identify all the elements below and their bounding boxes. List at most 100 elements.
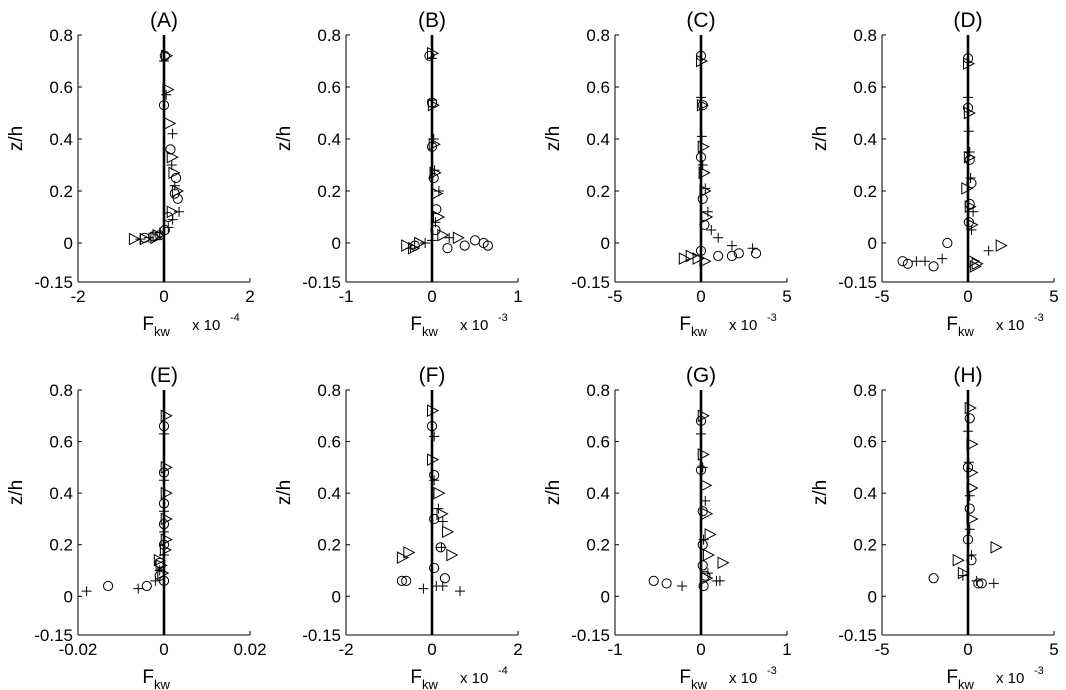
plus-marker <box>150 575 161 586</box>
x-tick-label: 1 <box>513 287 522 306</box>
x-tick-label: 5 <box>782 287 791 306</box>
triangle-marker <box>160 533 173 546</box>
triangle-marker <box>160 486 173 500</box>
triangle-marker <box>433 210 446 224</box>
y-tick-label: -0.15 <box>571 626 610 645</box>
plus-marker <box>437 581 448 591</box>
x-tick-label: -0.02 <box>59 640 98 659</box>
y-axis-label: z/h <box>543 126 564 151</box>
triangle-marker <box>964 401 977 415</box>
x-tick-label: 2 <box>245 287 254 306</box>
y-axis-label: z/h <box>6 126 27 151</box>
circle-marker <box>699 219 710 230</box>
circle-marker <box>697 193 708 204</box>
circle-marker <box>428 172 439 184</box>
circle-marker <box>750 248 762 259</box>
triangle-marker <box>717 556 730 570</box>
x-tick-label: 0 <box>427 287 436 306</box>
plus-marker <box>430 217 441 228</box>
triangle-marker <box>155 559 168 572</box>
y-axis-label: z/h <box>274 126 295 151</box>
triangle-marker <box>442 525 455 539</box>
panel-title: (E) <box>150 364 178 387</box>
y-tick-label: 0 <box>868 587 877 606</box>
y-axis-label: z/h <box>810 126 831 151</box>
plus-marker <box>433 503 444 514</box>
triangle-marker <box>160 512 173 526</box>
circle-marker <box>902 258 913 269</box>
plus-marker <box>429 475 440 486</box>
y-tick-label: 0 <box>64 234 73 253</box>
plus-marker <box>963 426 973 437</box>
triangle-marker <box>162 83 175 96</box>
y-tick-label: 0.4 <box>853 130 877 149</box>
triangle-marker <box>161 49 174 63</box>
triangle-marker <box>160 409 173 423</box>
x-tick-label: -5 <box>874 640 889 659</box>
plus-marker <box>677 581 688 591</box>
triangle-marker <box>166 150 179 164</box>
y-tick-label: 0.8 <box>853 381 877 400</box>
x-tick-label: 0 <box>427 640 436 659</box>
circle-marker <box>439 573 450 584</box>
panel-title: (H) <box>953 364 982 387</box>
triangle-marker <box>168 166 181 180</box>
circle-marker <box>103 580 114 592</box>
circle-marker <box>698 580 709 592</box>
circle-marker <box>158 100 170 111</box>
triangle-marker <box>436 507 449 521</box>
y-tick-label: -0.15 <box>838 273 877 292</box>
x-axis-label-subscript: kw <box>154 324 171 339</box>
x-tick-label: 0.02 <box>233 640 266 659</box>
y-axis-label: z/h <box>6 480 27 505</box>
x-tick-label: -1 <box>338 287 353 306</box>
plus-marker <box>965 173 976 183</box>
plus-marker <box>698 534 709 545</box>
triangle-marker <box>698 166 711 180</box>
circle-marker <box>733 248 744 259</box>
plus-marker <box>983 245 994 256</box>
plus-marker <box>428 134 439 144</box>
circle-marker <box>426 421 438 432</box>
axis-multiplier: x 10 <box>996 670 1024 687</box>
y-tick-label: 0.8 <box>49 381 73 400</box>
x-tick-label: -2 <box>338 640 353 659</box>
panel-title: (B) <box>418 9 446 32</box>
triangle-marker <box>431 187 444 200</box>
plus-marker <box>964 490 975 501</box>
plus-marker <box>427 53 437 64</box>
triangle-marker <box>171 184 184 198</box>
axis-multiplier-exponent: -4 <box>230 312 240 324</box>
triangle-marker <box>966 218 979 232</box>
circle-marker <box>401 575 412 586</box>
y-tick-label: 0.6 <box>317 433 341 452</box>
triangle-marker <box>995 239 1008 252</box>
x-axis-label-subscript: kw <box>154 677 171 690</box>
plus-marker <box>159 550 169 561</box>
plus-marker <box>964 524 975 535</box>
triangle-marker <box>704 528 717 541</box>
axis-multiplier-exponent: -3 <box>1034 665 1044 677</box>
plus-marker <box>81 586 92 597</box>
triangle-marker <box>403 546 416 559</box>
plus-marker <box>963 92 973 103</box>
y-tick-label: 0.6 <box>49 433 73 452</box>
plus-marker <box>161 89 172 100</box>
plus-marker <box>167 128 178 139</box>
panel-title: (G) <box>686 364 716 387</box>
x-axis-label-subscript: kw <box>958 677 975 690</box>
axis-multiplier-exponent: -3 <box>1034 312 1044 324</box>
axis-multiplier: x 10 <box>460 317 488 334</box>
y-tick-label: 0.2 <box>317 536 341 555</box>
y-tick-label: 0.6 <box>853 433 877 452</box>
circle-marker <box>973 578 984 589</box>
y-tick-label: 0.8 <box>317 26 341 45</box>
triangle-marker <box>696 54 709 68</box>
plus-marker <box>700 183 711 194</box>
circle-marker <box>426 141 438 152</box>
triangle-marker <box>699 254 712 268</box>
plus-marker <box>702 568 713 579</box>
triangle-marker <box>697 409 710 423</box>
plus-marker <box>133 583 144 594</box>
triangle-marker <box>166 205 179 219</box>
